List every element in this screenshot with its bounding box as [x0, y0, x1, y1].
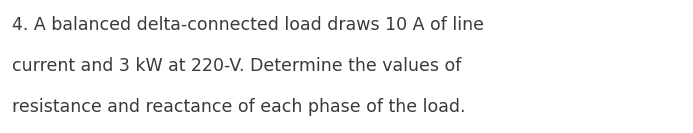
Text: current and 3 kW at 220-V. Determine the values of: current and 3 kW at 220-V. Determine the… [12, 57, 462, 75]
Text: resistance and reactance of each phase of the load.: resistance and reactance of each phase o… [12, 98, 466, 116]
Text: 4. A balanced delta-connected load draws 10 A of line: 4. A balanced delta-connected load draws… [12, 16, 484, 34]
